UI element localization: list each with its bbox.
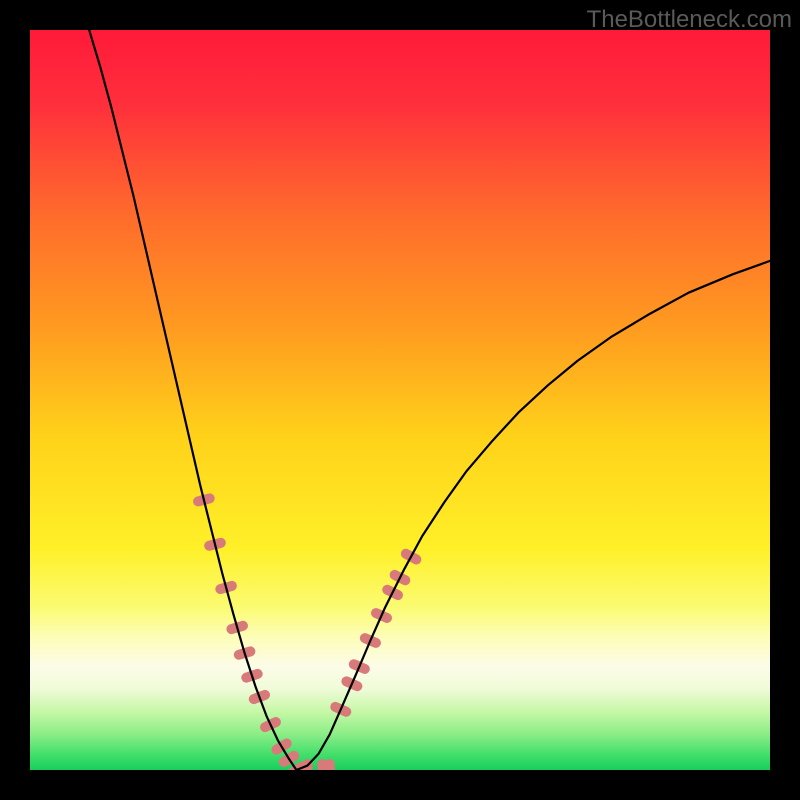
- watermark-text: TheBottleneck.com: [587, 6, 792, 34]
- gradient-background: [30, 30, 770, 770]
- bottleneck-curve-chart: [0, 0, 800, 800]
- chart-container: TheBottleneck.com: [0, 0, 800, 800]
